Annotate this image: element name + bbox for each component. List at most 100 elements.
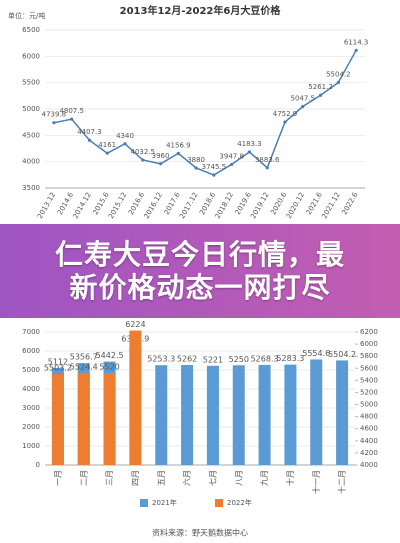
- y-tick-label: 4000: [22, 385, 40, 393]
- data-label: 4032.5: [131, 148, 156, 156]
- x-tick-label: 2013.12: [36, 191, 57, 220]
- x-tick-label: 2021.6: [305, 191, 324, 217]
- bar: [310, 359, 323, 465]
- bar: [336, 360, 349, 465]
- x-tick-label: 2020.6: [269, 191, 288, 217]
- x-tick-label: 十月: [285, 470, 295, 486]
- data-label: 3883.6: [255, 156, 280, 164]
- point: [301, 104, 305, 109]
- data-label: 5047.5: [291, 94, 316, 102]
- bar: [155, 365, 168, 465]
- y-tick-label: 4500: [22, 131, 40, 139]
- legend-label: 2021年: [152, 498, 177, 507]
- bar: [181, 365, 194, 465]
- point: [212, 173, 216, 177]
- data-label: 5268.3: [251, 354, 279, 363]
- data-label: 4752.9: [273, 110, 298, 118]
- y-tick-label: 2000: [22, 423, 40, 431]
- x-tick-label: 一月: [53, 470, 62, 486]
- point: [283, 120, 287, 124]
- point: [247, 150, 252, 154]
- bar: [77, 372, 90, 465]
- data-label: 4161: [98, 141, 116, 149]
- data-label: 4807.5: [59, 107, 84, 115]
- data-label: 4739.8: [42, 111, 67, 119]
- data-label: 5283.3: [276, 354, 304, 363]
- x-tick-label: 2019.6: [234, 191, 253, 217]
- y-tick-label: 1000: [22, 442, 40, 450]
- x-tick-label: 2018.6: [198, 191, 217, 217]
- y2-tick-label: 5600: [360, 364, 378, 372]
- point: [194, 166, 198, 170]
- y2-tick-label: 4400: [360, 437, 378, 445]
- y-tick-label: 7000: [22, 328, 40, 336]
- x-tick-label: 六月: [182, 470, 192, 486]
- legend-swatch: [215, 499, 223, 507]
- data-label: 5112: [48, 357, 68, 366]
- y2-tick-label: 5200: [360, 388, 378, 396]
- x-tick-label: 三月: [105, 470, 114, 486]
- bar: [51, 374, 64, 465]
- y2-tick-label: 4600: [360, 425, 378, 433]
- y2-tick-label: 5800: [360, 352, 378, 360]
- point: [336, 80, 340, 85]
- point: [70, 117, 74, 121]
- data-label: 5524.4: [70, 362, 98, 371]
- source: 资料来源：野天鹅数据中心: [152, 528, 248, 538]
- bar: [284, 364, 297, 465]
- point: [87, 138, 92, 142]
- x-tick-label: 八月: [234, 470, 243, 486]
- data-label: 5504.2: [326, 70, 351, 78]
- data-label: 5221: [203, 355, 223, 364]
- y-tick-label: 6500: [22, 26, 40, 34]
- bar: [258, 364, 271, 465]
- point: [141, 158, 145, 162]
- point: [176, 151, 180, 156]
- data-label: 4340: [116, 132, 134, 140]
- y-tick-label: 5000: [22, 366, 40, 374]
- data-label: 4407.3: [77, 128, 102, 136]
- data-label: 6114.3: [344, 38, 369, 46]
- y2-tick-label: 4000: [360, 461, 378, 469]
- data-label: 5503.2: [44, 364, 72, 373]
- data-label: 5554.6: [302, 349, 330, 358]
- point: [354, 48, 358, 52]
- banner: 仁寿大豆今日行情，最新价格动态一网打尽: [0, 224, 400, 318]
- x-tick-label: 2014.6: [56, 191, 75, 217]
- data-label: 3880: [187, 156, 205, 164]
- data-label: 5261.2: [308, 83, 333, 91]
- y-tick-label: 6000: [22, 347, 40, 355]
- data-label: 6224: [125, 320, 145, 329]
- y-tick-label: 6000: [22, 52, 40, 60]
- bar: [103, 373, 116, 465]
- point: [105, 151, 109, 155]
- data-label: 5520: [99, 363, 119, 372]
- y2-tick-label: 4200: [360, 449, 378, 457]
- price-line: [53, 49, 357, 176]
- point: [318, 93, 323, 97]
- bar: [232, 365, 245, 465]
- bar: [206, 365, 219, 465]
- y2-tick-label: 6200: [360, 328, 378, 336]
- y-tick-label: 0: [36, 461, 40, 469]
- data-label: 5253.3: [147, 355, 175, 364]
- x-tick-label: 2017.6: [163, 191, 182, 217]
- y-tick-label: 5500: [22, 79, 40, 87]
- bar: [129, 330, 142, 465]
- y-unit: 单位：元/吨: [8, 11, 45, 20]
- y-tick-label: 3000: [22, 404, 40, 412]
- y2-tick-label: 6000: [360, 340, 378, 348]
- data-label: 4183.3: [237, 140, 262, 148]
- data-label: 5356.7: [70, 353, 98, 362]
- chart-title: 2013年12月-2022年6月大豆价格: [120, 4, 282, 17]
- data-label: 3745.5: [202, 163, 227, 171]
- data-label: 5250: [229, 355, 249, 364]
- x-tick-label: 五月: [157, 470, 166, 486]
- data-label: 5504.2: [328, 350, 356, 359]
- y2-tick-label: 4800: [360, 413, 378, 421]
- banner-title: 仁寿大豆今日行情，最新价格动态一网打尽: [54, 238, 345, 304]
- x-tick-label: 九月: [260, 470, 269, 486]
- point: [230, 162, 234, 167]
